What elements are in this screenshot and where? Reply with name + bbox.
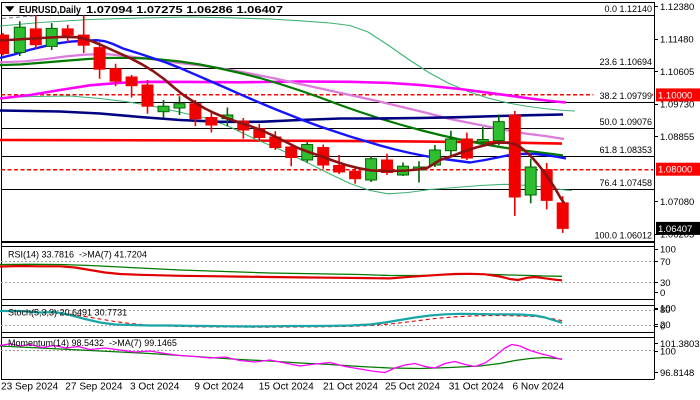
svg-text:RSI(14) 33.7816 ->MA(7) 41.72: RSI(14) 33.7816 ->MA(7) 41.7204 (8, 250, 147, 260)
svg-text:3 Oct 2024: 3 Oct 2024 (130, 382, 180, 393)
svg-text:50.0 1.09076: 50.0 1.09076 (599, 117, 652, 127)
svg-text:70: 70 (660, 257, 671, 268)
svg-text:25 Oct 2024: 25 Oct 2024 (385, 382, 440, 393)
svg-text:1.10605: 1.10605 (660, 67, 694, 78)
svg-text:1.09730: 1.09730 (660, 100, 694, 111)
svg-text:9 Oct 2024: 9 Oct 2024 (194, 382, 244, 393)
svg-text:15 Oct 2024: 15 Oct 2024 (259, 382, 314, 393)
svg-text:0: 0 (660, 322, 665, 333)
svg-text:21 Oct 2024: 21 Oct 2024 (323, 382, 378, 393)
svg-text:100: 100 (660, 304, 676, 315)
svg-text:1.10000: 1.10000 (658, 90, 692, 101)
svg-text:31 Oct 2024: 31 Oct 2024 (449, 382, 504, 393)
svg-text:1.07080: 1.07080 (660, 197, 694, 208)
svg-text:76.4 1.07458: 76.4 1.07458 (599, 178, 652, 188)
svg-text:23.6 1.10694: 23.6 1.10694 (599, 57, 652, 67)
svg-text:96.8148: 96.8148 (660, 368, 694, 379)
svg-text:1.06407: 1.06407 (658, 224, 692, 235)
svg-text:Momentum(14) 98.5432 ->MA(7): Momentum(14) 98.5432 ->MA(7) 99.1465 (8, 338, 177, 348)
svg-text:27 Sep 2024: 27 Sep 2024 (65, 382, 123, 393)
svg-text:0.0 1.12140: 0.0 1.12140 (604, 4, 652, 14)
svg-text:1.12380: 1.12380 (660, 2, 694, 13)
svg-text:Stoch(5,3,3) 20.6491 30.7731: Stoch(5,3,3) 20.6491 30.7731 (8, 308, 127, 318)
svg-text:EURUSD,Daily: EURUSD,Daily (19, 4, 81, 16)
svg-text:1.07094 1.07275 1.06286 1.0640: 1.07094 1.07275 1.06286 1.06407 (86, 4, 283, 16)
svg-text:100.0 1.06012: 100.0 1.06012 (594, 230, 652, 240)
svg-text:0: 0 (660, 288, 665, 299)
svg-text:38.2 1.09799: 38.2 1.09799 (599, 91, 652, 101)
svg-text:100: 100 (660, 245, 676, 256)
svg-text:80: 80 (660, 305, 671, 316)
svg-text:61.8 1.08353: 61.8 1.08353 (599, 145, 652, 155)
svg-text:1.06205: 1.06205 (660, 230, 694, 241)
svg-text:101.3803: 101.3803 (660, 339, 700, 350)
svg-text:6 Nov 2024: 6 Nov 2024 (513, 382, 565, 393)
svg-text:30: 30 (660, 278, 671, 289)
svg-text:20: 20 (660, 320, 671, 331)
svg-text:1.08000: 1.08000 (658, 165, 692, 176)
svg-text:1.11480: 1.11480 (660, 35, 694, 46)
svg-text:100: 100 (660, 347, 676, 358)
svg-text:1.08855: 1.08855 (660, 132, 694, 143)
svg-text:23 Sep 2024: 23 Sep 2024 (1, 382, 59, 393)
